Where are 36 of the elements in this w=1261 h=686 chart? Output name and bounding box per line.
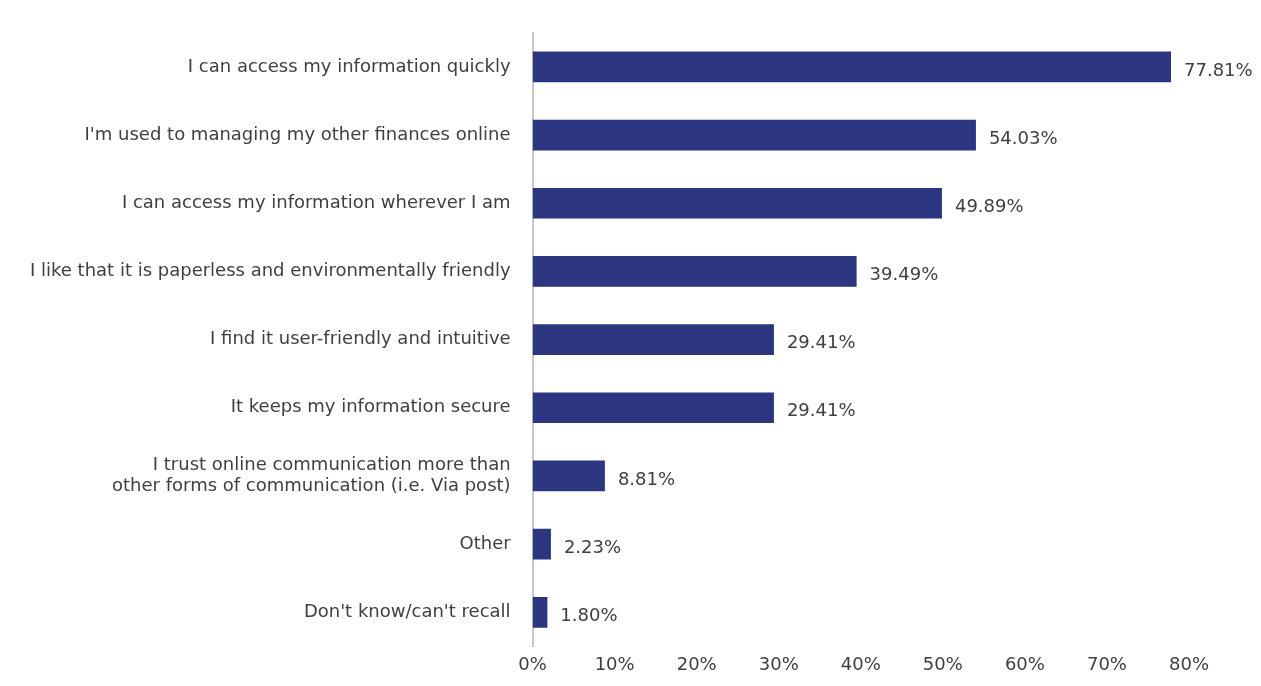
bar: [532, 187, 942, 219]
data-label: 77.81%: [1184, 58, 1253, 80]
y-tick-label: I'm used to managing my other finances online: [84, 122, 511, 144]
bar: [532, 119, 976, 151]
data-label: 29.41%: [786, 331, 856, 353]
bar: [532, 392, 774, 424]
bar: [532, 596, 548, 628]
y-tick-label: I can access my information quickly: [187, 54, 511, 76]
x-tick-label: 50%: [922, 652, 963, 674]
x-tick-label: 80%: [1168, 652, 1210, 674]
y-tick-label: I trust online communication more than other forms of communication (i.e. Via post): [112, 452, 511, 496]
bar: [532, 528, 551, 560]
x-tick-label: 0%: [518, 652, 547, 674]
data-label: 29.41%: [786, 399, 856, 421]
y-tick-label: Other: [459, 531, 512, 553]
data-label: 8.81%: [617, 467, 676, 489]
data-label: 39.49%: [869, 263, 939, 285]
y-tick-label: I can access my information wherever I am: [121, 190, 511, 212]
x-tick-label: 30%: [758, 652, 799, 674]
data-label: 49.89%: [954, 194, 1024, 216]
bar: [532, 256, 857, 287]
y-tick-label: Don't know/can't recall: [303, 599, 511, 621]
x-tick-label: 20%: [676, 652, 717, 674]
x-tick-label: 60%: [1004, 652, 1045, 674]
data-label: 2.23%: [563, 535, 622, 557]
y-tick-label: I find it user-friendly and intuitive: [210, 327, 511, 349]
x-tick-label: 10%: [594, 652, 635, 674]
y-tick-label: I like that it is paperless and environmentally friendly: [29, 259, 511, 281]
x-tick-label: 40%: [840, 652, 881, 674]
y-tick-label: It keeps my information secure: [230, 395, 511, 417]
bar: [532, 324, 774, 355]
x-tick-label: 70%: [1086, 652, 1127, 674]
data-label: 1.80%: [560, 603, 618, 625]
bar: [532, 460, 605, 492]
bar: [532, 51, 1172, 83]
data-label: 54.03%: [988, 126, 1058, 148]
